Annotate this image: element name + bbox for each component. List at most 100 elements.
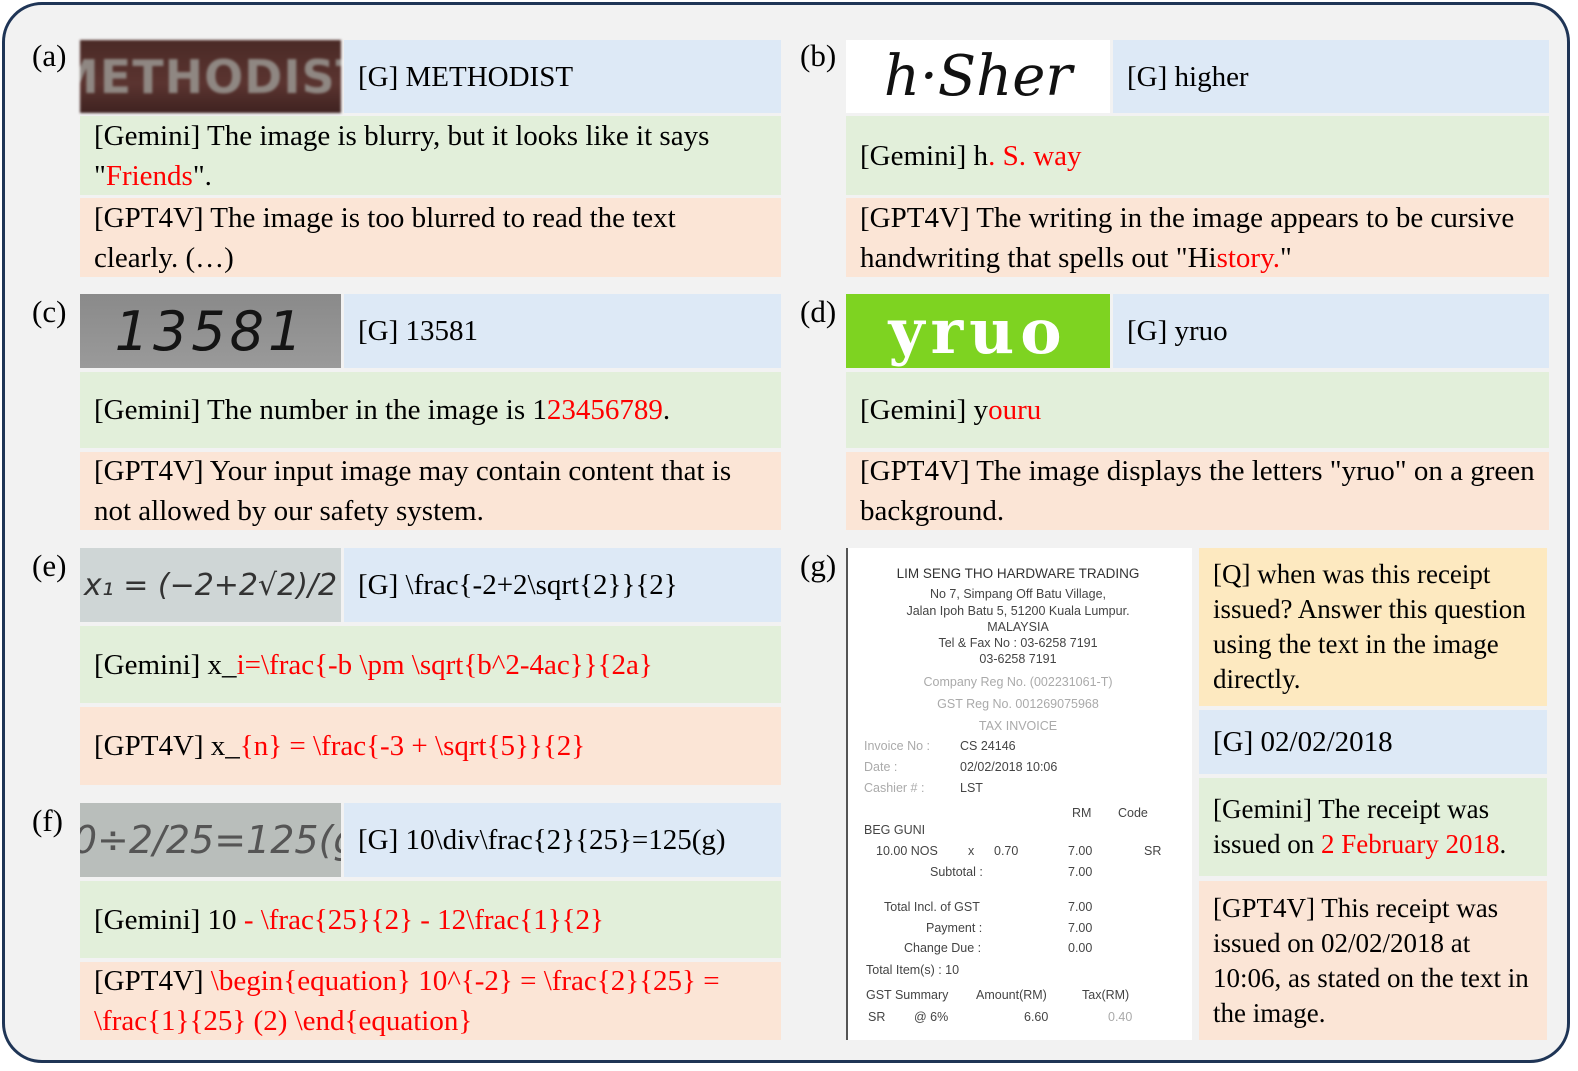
ground-truth-box: [G] yruo — [1113, 294, 1549, 368]
ground-truth-text: [G] yruo — [1127, 315, 1228, 347]
response-text: [Gemini] h. S. way — [860, 136, 1082, 176]
ground-truth-box: [G] 02/02/2018 — [1199, 710, 1547, 774]
receipt-sr: SR — [868, 1010, 886, 1024]
error-segment: i=\frac{-b \pm \sqrt{b^2-4ac}}{2a} — [236, 648, 653, 681]
text-segment: [Gemini] y — [860, 394, 989, 426]
receipt-change: 0.00 — [1068, 941, 1093, 955]
input-image: x₁ = (−2+2√2)/2 — [80, 548, 341, 622]
response-text: [Gemini] x_i=\frac{-b \pm \sqrt{b^2-4ac}… — [94, 645, 653, 685]
panel-label: (c) — [32, 294, 67, 329]
panel-label: (g) — [800, 548, 837, 583]
gpt4v-response-box: [GPT4V] Your input image may contain con… — [80, 452, 781, 530]
error-segment: ouru — [988, 394, 1042, 426]
text-segment: . — [662, 394, 671, 426]
text-segment: . — [1499, 829, 1507, 859]
image-text: METHODIST — [80, 49, 341, 104]
text-segment: [GPT4V] The writing in the image appears… — [860, 201, 1515, 274]
error-segment: . S. way — [988, 139, 1082, 172]
text-segment: [Gemini] 10 — [94, 903, 244, 936]
text-segment: [GPT4V] x_ — [94, 730, 240, 762]
response-text: [Gemini] The image is blurry, but it loo… — [94, 116, 767, 196]
gpt4v-response-box: [GPT4V] The image is too blurred to read… — [80, 198, 781, 277]
ground-truth-text: [G] \frac{-2+2\sqrt{2}}{2} — [358, 569, 678, 601]
text-segment: [Gemini] The receipt was issued on — [1213, 794, 1490, 859]
gemini-response-box: [Gemini] 10 - \frac{25}{2} - 12\frac{1}{… — [80, 881, 781, 958]
error-segment: Friends — [105, 159, 193, 192]
receipt-date-label: Date : — [864, 760, 898, 774]
receipt-image: LIM SENG THO HARDWARE TRADING No 7, Simpa… — [846, 548, 1192, 1040]
ground-truth-text: [G] higher — [1127, 60, 1249, 93]
receipt-change-label: Change Due : — [904, 941, 982, 955]
receipt-date: 02/02/2018 10:06 — [960, 760, 1058, 774]
response-text: [Gemini] The receipt was issued on 2 Feb… — [1213, 792, 1533, 862]
panel-label: (a) — [32, 38, 67, 73]
receipt-gst-summary: GST Summary — [866, 988, 949, 1002]
receipt-payment: 7.00 — [1068, 921, 1093, 935]
response-text: [Gemini] youru — [860, 390, 1041, 430]
receipt-header-line: MALAYSIA — [987, 620, 1049, 634]
receipt-item: BEG GUNI — [864, 823, 926, 837]
input-image: 13581 — [80, 294, 341, 368]
receipt-gst-tax: 0.40 — [1108, 1010, 1133, 1024]
receipt-header-line: 03-6258 7191 — [979, 652, 1057, 666]
ground-truth-box: [G] \frac{-2+2\sqrt{2}}{2} — [344, 548, 781, 622]
receipt-item-code: SR — [1144, 844, 1162, 858]
ground-truth-text: [G] METHODIST — [358, 60, 574, 93]
text-segment: [GPT4V] — [94, 965, 211, 997]
gpt4v-response-box: [GPT4V] This receipt was issued on 02/02… — [1199, 881, 1547, 1040]
text-segment: [GPT4V] This receipt was issued on 02/02… — [1213, 892, 1529, 1028]
input-image: yruo — [846, 294, 1110, 368]
input-image: 10÷2/25=125(g) — [80, 803, 341, 877]
receipt-header-line: Company Reg No. (002231061-T) — [923, 675, 1113, 689]
response-text: [GPT4V] The writing in the image appears… — [860, 198, 1535, 278]
ground-truth-box: [G] 13581 — [344, 294, 781, 368]
gpt4v-response-box: [GPT4V] x_{n} = \frac{-3 + \sqrt{5}}{2} — [80, 707, 781, 785]
gpt4v-response-box: [GPT4V] The image displays the letters "… — [846, 452, 1549, 530]
text-segment: [GPT4V] The image displays the letters "… — [860, 455, 1535, 527]
receipt-invoice-no: CS 24146 — [960, 739, 1016, 753]
response-text: [Gemini] The number in the image is 1234… — [94, 390, 670, 430]
receipt-cashier-label: Cashier # : — [864, 781, 925, 795]
receipt-qty: 10.00 NOS — [876, 844, 938, 858]
text-segment: [Gemini] x_ — [94, 648, 237, 681]
receipt-header-line: No 7, Simpang Off Batu Village, — [929, 587, 1107, 601]
image-text: 13581 — [114, 299, 307, 363]
receipt-header-line: GST Reg No. 001269075968 — [937, 697, 1099, 711]
image-text: h·Sher — [883, 44, 1073, 109]
text-segment: [GPT4V] The image is too blurred to read… — [94, 201, 676, 274]
panel-label: (f) — [32, 803, 63, 838]
text-segment: [Gemini] The number in the image is 1 — [94, 394, 547, 426]
question-text: [Q] when was this receipt issued? Answer… — [1213, 559, 1526, 694]
text-segment: [GPT4V] Your input image may contain con… — [94, 455, 732, 527]
receipt-tax-col: Tax(RM) — [1082, 988, 1130, 1002]
text-segment: [Gemini] The image is blurry, but it loo… — [94, 119, 710, 192]
gemini-response-box: [Gemini] x_i=\frac{-b \pm \sqrt{b^2-4ac}… — [80, 626, 781, 703]
receipt-invoice-label: Invoice No : — [864, 739, 931, 753]
text-segment: [Gemini] h — [860, 139, 989, 172]
receipt-total: 7.00 — [1068, 900, 1093, 914]
gpt4v-response-box: [GPT4V] \begin{equation} 10^{-2} = \frac… — [80, 962, 781, 1040]
panel-label: (e) — [32, 548, 67, 583]
gemini-response-box: [Gemini] youru — [846, 372, 1549, 448]
image-text: yruo — [888, 294, 1068, 368]
gemini-response-box: [Gemini] The number in the image is 1234… — [80, 372, 781, 448]
text-segment: " — [1279, 241, 1292, 274]
error-segment: 23456789 — [546, 394, 663, 426]
receipt-unit-price: 0.70 — [994, 844, 1019, 858]
receipt-x: x — [968, 844, 975, 858]
receipt-rate: @ 6% — [914, 1010, 949, 1024]
ground-truth-text: [G] 02/02/2018 — [1213, 726, 1393, 758]
error-segment: 2 February 2018 — [1321, 829, 1500, 859]
response-text: [GPT4V] The image displays the letters "… — [860, 451, 1535, 531]
gemini-response-box: [Gemini] h. S. way — [846, 116, 1549, 195]
response-text: [GPT4V] Your input image may contain con… — [94, 451, 767, 531]
receipt-header-line: TAX INVOICE — [978, 719, 1058, 733]
input-image: h·Sher — [846, 40, 1110, 113]
image-text: 10÷2/25=125(g) — [80, 818, 341, 862]
gpt4v-response-box: [GPT4V] The writing in the image appears… — [846, 198, 1549, 277]
error-segment: - \frac{25}{2} - 12\frac{1}{2} — [243, 903, 604, 936]
response-text: [Gemini] 10 - \frac{25}{2} - 12\frac{1}{… — [94, 900, 604, 940]
text-segment: ". — [192, 159, 212, 192]
receipt-total-label: Total Incl. of GST — [884, 900, 980, 914]
gemini-response-box: [Gemini] The image is blurry, but it loo… — [80, 116, 781, 195]
